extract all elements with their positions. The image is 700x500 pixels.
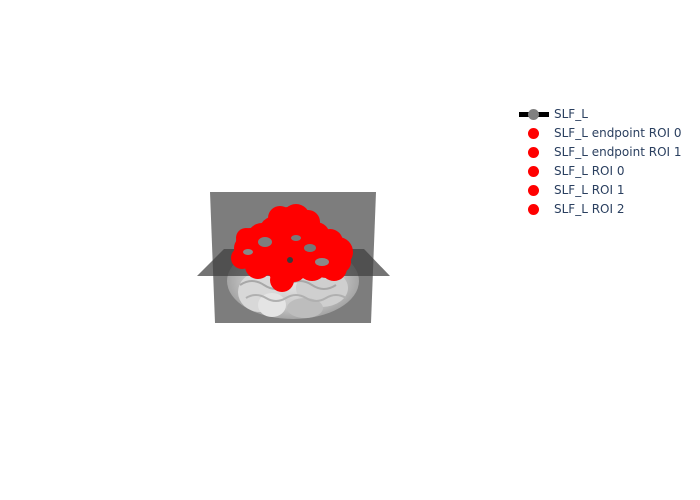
legend-marker-symbol bbox=[518, 181, 550, 200]
legend-marker-symbol bbox=[518, 162, 550, 181]
tract-overlay bbox=[243, 235, 329, 266]
legend-label: SLF_L endpoint ROI 0 bbox=[554, 126, 682, 140]
legend-marker-symbol bbox=[518, 143, 550, 162]
legend-label: SLF_L ROI 0 bbox=[554, 164, 625, 178]
roi-sphere-marker bbox=[305, 237, 331, 263]
legend-marker-symbol bbox=[518, 124, 550, 143]
legend-label: SLF_L bbox=[554, 107, 588, 121]
legend-label: SLF_L ROI 2 bbox=[554, 202, 625, 216]
roi-sphere-marker bbox=[329, 251, 351, 273]
legend-label: SLF_L endpoint ROI 1 bbox=[554, 145, 682, 159]
roi-markers bbox=[231, 204, 353, 292]
legend-label: SLF_L ROI 1 bbox=[554, 183, 625, 197]
roi-sphere-marker bbox=[236, 228, 256, 248]
roi-sphere-marker bbox=[296, 210, 320, 234]
legend-marker-symbol bbox=[518, 200, 550, 219]
legend-line-symbol bbox=[518, 105, 550, 124]
roi-sphere-marker bbox=[268, 206, 292, 230]
